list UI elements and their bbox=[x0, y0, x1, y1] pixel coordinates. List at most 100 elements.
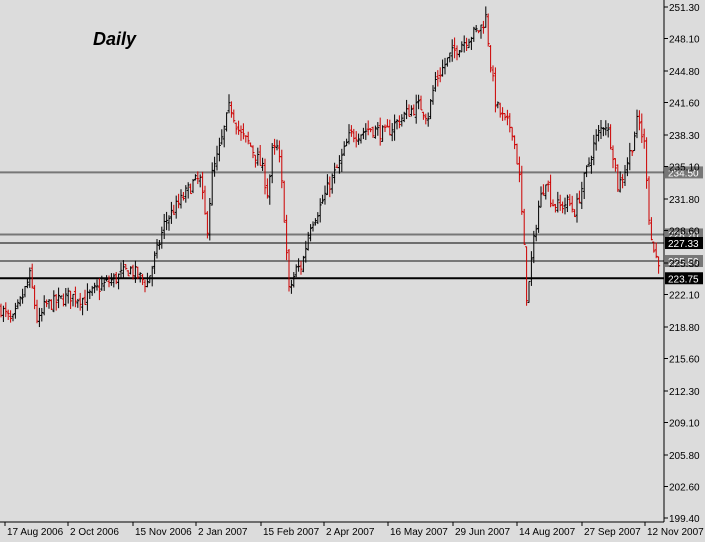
price-bar bbox=[263, 158, 267, 195]
price-bar bbox=[282, 180, 286, 223]
price-bar bbox=[505, 109, 509, 126]
price-bar bbox=[318, 198, 322, 223]
chart-title: Daily bbox=[93, 29, 137, 49]
price-bar bbox=[657, 256, 661, 274]
price-bar bbox=[270, 143, 274, 184]
price-bar bbox=[405, 99, 409, 120]
price-bar bbox=[277, 140, 281, 163]
price-bar bbox=[117, 273, 121, 290]
price-bar bbox=[525, 246, 529, 306]
price-bar bbox=[455, 45, 459, 61]
price-bar bbox=[109, 273, 113, 286]
price-bar bbox=[321, 194, 325, 204]
price-bar bbox=[625, 157, 629, 177]
price-bar bbox=[225, 112, 229, 132]
price-bar bbox=[467, 38, 471, 49]
price-bar bbox=[30, 263, 34, 289]
price-bar bbox=[297, 258, 301, 272]
level-badge bbox=[665, 166, 703, 179]
price-bar bbox=[474, 25, 478, 33]
price-bar bbox=[253, 154, 257, 168]
price-bar bbox=[37, 307, 41, 328]
x-tick-label: 14 Aug 2007 bbox=[519, 527, 576, 538]
price-bar bbox=[633, 131, 637, 151]
price-bar bbox=[189, 183, 193, 195]
price-bar bbox=[489, 45, 493, 73]
price-bar bbox=[95, 279, 99, 291]
price-bar bbox=[85, 283, 89, 311]
price-bar bbox=[443, 57, 447, 75]
price-bar bbox=[337, 155, 341, 174]
price-bar bbox=[340, 148, 344, 172]
price-bar bbox=[561, 201, 565, 214]
price-bar bbox=[457, 50, 461, 58]
price-bar bbox=[532, 230, 536, 264]
price-bar bbox=[119, 262, 123, 278]
price-bar bbox=[606, 123, 610, 138]
price-bar bbox=[508, 113, 512, 133]
price-bar bbox=[311, 221, 315, 232]
price-bar bbox=[397, 115, 401, 129]
price-bar bbox=[388, 119, 392, 136]
price-bar bbox=[71, 293, 75, 307]
price-bar bbox=[364, 123, 368, 140]
price-bar bbox=[6, 309, 10, 320]
price-bar bbox=[577, 190, 581, 204]
price-bar bbox=[52, 290, 56, 313]
price-bar bbox=[472, 26, 476, 42]
y-tick-label: 248.10 bbox=[669, 35, 700, 46]
price-bar bbox=[385, 119, 389, 128]
price-bar bbox=[438, 67, 442, 83]
price-bar bbox=[177, 193, 181, 209]
price-bar bbox=[376, 122, 380, 136]
price-bar bbox=[186, 182, 190, 199]
price-bar bbox=[402, 111, 406, 123]
price-bar bbox=[21, 288, 25, 304]
price-bar bbox=[349, 125, 353, 137]
price-bar bbox=[169, 201, 173, 224]
level-badge bbox=[665, 255, 703, 268]
price-bar bbox=[431, 85, 435, 105]
x-tick-label: 2 Jan 2007 bbox=[198, 527, 248, 538]
price-bar bbox=[239, 125, 243, 141]
price-bar bbox=[558, 194, 562, 211]
price-bar bbox=[520, 165, 524, 215]
x-tick-label: 17 Aug 2006 bbox=[7, 527, 64, 538]
price-bar bbox=[429, 99, 433, 120]
price-bar bbox=[373, 125, 377, 139]
level-badge bbox=[665, 237, 703, 250]
price-bar bbox=[313, 218, 317, 226]
price-bar bbox=[69, 290, 73, 309]
price-bar bbox=[412, 104, 416, 116]
price-bar bbox=[553, 203, 557, 213]
price-bar bbox=[97, 278, 101, 301]
price-bar bbox=[153, 251, 157, 274]
price-bar bbox=[205, 211, 209, 239]
price-bar bbox=[539, 186, 543, 208]
price-bar bbox=[491, 65, 495, 82]
price-bar bbox=[28, 267, 32, 288]
price-bar bbox=[582, 172, 586, 200]
price-bar bbox=[83, 289, 87, 306]
price-bar bbox=[400, 114, 404, 127]
price-bar bbox=[611, 145, 615, 169]
price-bar bbox=[126, 270, 130, 277]
price-bar bbox=[13, 302, 17, 319]
price-bar bbox=[527, 280, 531, 303]
price-bar bbox=[285, 214, 289, 261]
price-bar bbox=[448, 52, 452, 63]
price-bar bbox=[222, 125, 226, 148]
price-bar bbox=[93, 282, 97, 294]
price-bar bbox=[599, 120, 603, 140]
y-tick-label: 231.80 bbox=[669, 195, 700, 206]
price-bar bbox=[45, 299, 49, 308]
price-bar bbox=[25, 278, 29, 289]
price-bar bbox=[515, 143, 519, 165]
y-tick-label: 199.40 bbox=[669, 514, 700, 525]
price-bar bbox=[654, 242, 658, 259]
x-tick-label: 2 Oct 2006 bbox=[70, 527, 119, 538]
price-bar bbox=[393, 114, 397, 141]
price-bar bbox=[234, 122, 238, 135]
price-bar bbox=[414, 94, 418, 124]
price-bar bbox=[251, 145, 255, 159]
